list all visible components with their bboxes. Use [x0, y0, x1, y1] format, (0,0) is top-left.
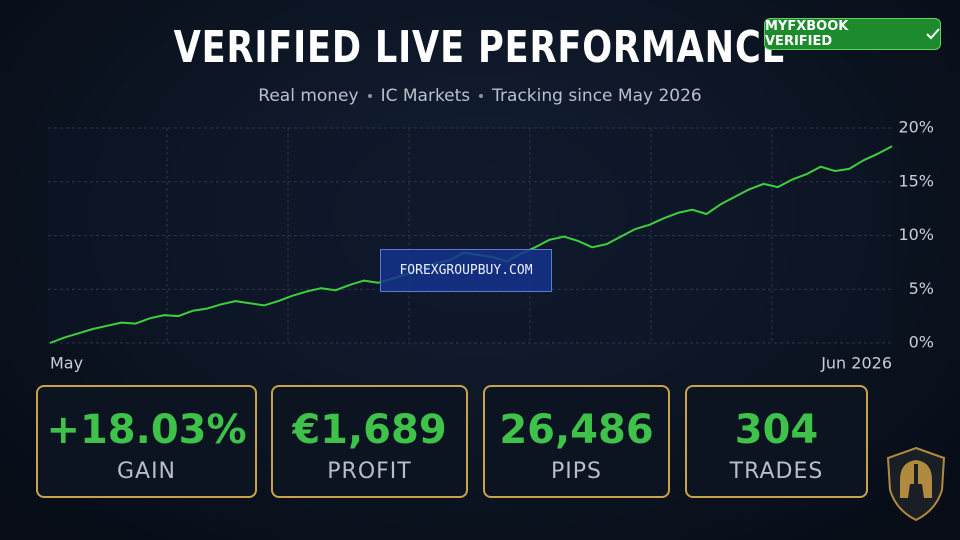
- subtitle-item: Real money: [258, 86, 359, 106]
- subtitle: Real money IC Markets Tracking since May 2…: [0, 86, 960, 106]
- title: VERIFIED LIVE PERFORMANCE: [173, 22, 787, 73]
- stat-card: +18.03% GAIN: [36, 385, 257, 498]
- stat-label: PROFIT: [327, 459, 412, 484]
- stat-card: 304 TRADES: [685, 385, 868, 498]
- watermark: FOREXGROUPBUY.COM: [380, 249, 552, 292]
- x-tick-label: Jun 2026: [820, 354, 892, 373]
- separator: [479, 94, 484, 98]
- y-tick-label: 5%: [909, 279, 934, 298]
- stat-label: GAIN: [116, 459, 177, 484]
- stat-value: +18.03%: [46, 407, 247, 453]
- chart: 0% 5% 10% 15% 20% May Jun 2026: [48, 118, 934, 373]
- y-tick-label: 15%: [898, 171, 934, 190]
- stat-value: €1,689: [292, 407, 447, 453]
- verified-badge: MYFXBOOK VERIFIED: [764, 18, 941, 50]
- check-icon: [926, 28, 940, 40]
- y-tick-label: 0%: [909, 333, 934, 352]
- subtitle-item: IC Markets: [380, 86, 471, 106]
- stat-value: 304: [734, 407, 819, 453]
- stat-label: PIPS: [551, 459, 602, 484]
- stat-card: €1,689 PROFIT: [271, 385, 468, 498]
- separator: [367, 94, 372, 98]
- stat-card: 26,486 PIPS: [483, 385, 670, 498]
- x-tick-label: May: [50, 354, 83, 373]
- badge-text: MYFXBOOK VERIFIED: [765, 19, 849, 49]
- stat-label: TRADES: [729, 459, 824, 484]
- logo: [886, 446, 946, 522]
- stat-value: 26,486: [499, 407, 654, 453]
- subtitle-item: Tracking since May 2026: [492, 86, 702, 106]
- y-tick-label: 20%: [898, 118, 934, 137]
- y-tick-label: 10%: [898, 225, 934, 244]
